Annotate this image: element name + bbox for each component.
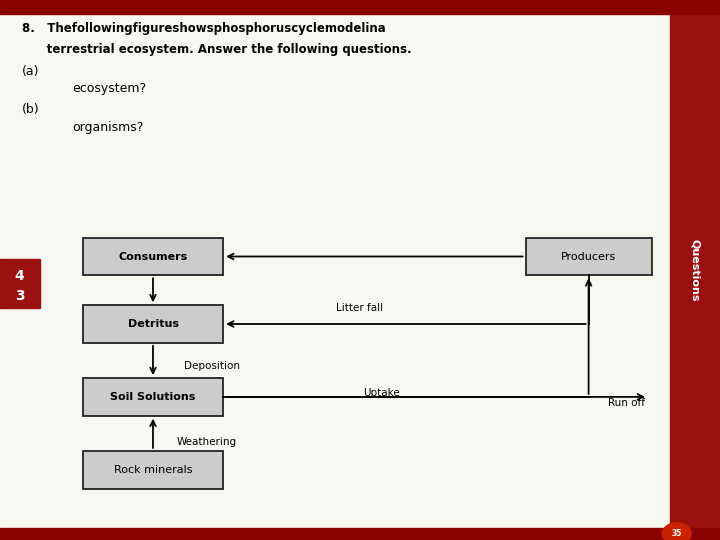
FancyBboxPatch shape — [526, 238, 652, 275]
Text: Uptake: Uptake — [363, 388, 400, 398]
Text: Soil Solutions: Soil Solutions — [110, 392, 196, 402]
FancyBboxPatch shape — [83, 305, 223, 343]
Text: Litter fall: Litter fall — [336, 303, 384, 313]
Text: organisms?: organisms? — [72, 122, 143, 134]
Text: Questions: Questions — [690, 239, 700, 301]
Text: Weathering: Weathering — [176, 437, 237, 447]
Text: (b): (b) — [22, 103, 39, 116]
Text: 4: 4 — [14, 269, 24, 284]
Text: Consumers: Consumers — [118, 252, 188, 261]
Text: 8.   Thefollowingfigureshowsphosphoruscyclemodelina: 8. Thefollowingfigureshowsphosphoruscycl… — [22, 22, 385, 35]
Text: Rock minerals: Rock minerals — [114, 465, 192, 475]
Circle shape — [662, 523, 691, 540]
Bar — [0, 528, 720, 540]
FancyBboxPatch shape — [83, 451, 223, 489]
Text: terrestrial ecosystem. Answer the following questions.: terrestrial ecosystem. Answer the follow… — [22, 43, 411, 56]
Bar — [670, 14, 720, 528]
Bar — [0, 0, 720, 14]
FancyBboxPatch shape — [83, 378, 223, 416]
Text: Detritus: Detritus — [127, 319, 179, 329]
Text: Deposition: Deposition — [184, 361, 240, 370]
Text: (a): (a) — [22, 65, 39, 78]
FancyBboxPatch shape — [83, 238, 223, 275]
Text: Producers: Producers — [561, 252, 616, 261]
Text: Run off: Run off — [608, 398, 645, 408]
Bar — [0, 259, 40, 308]
Text: 3: 3 — [14, 289, 24, 303]
Text: ecosystem?: ecosystem? — [72, 82, 146, 95]
Text: 35: 35 — [672, 529, 682, 538]
